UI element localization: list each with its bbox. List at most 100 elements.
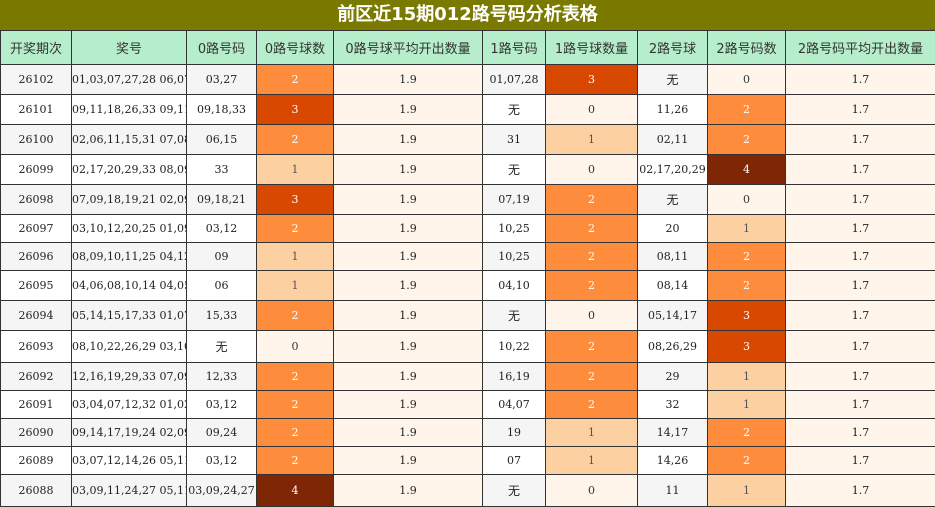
cell-route0-count: 2 xyxy=(257,419,334,447)
header-numbers: 奖号 xyxy=(72,31,187,65)
analysis-table: 开奖期次 奖号 0路号码 0路号球数 0路号球平均开出数量 1路号码 1路号球数… xyxy=(0,30,935,507)
cell-numbers: 03,10,12,20,25 01,09 xyxy=(72,215,187,243)
cell-route1-numbers: 10,25 xyxy=(483,215,546,243)
cell-route0-average: 1.9 xyxy=(334,301,483,331)
cell-numbers: 03,04,07,12,32 01,02 xyxy=(72,391,187,419)
cell-numbers: 09,11,18,26,33 09,11 xyxy=(72,95,187,125)
cell-route1-count: 2 xyxy=(546,215,638,243)
cell-numbers: 02,06,11,15,31 07,08 xyxy=(72,125,187,155)
header-route1-count: 1路号球数量 xyxy=(546,31,638,65)
cell-route1-count: 0 xyxy=(546,475,638,507)
cell-route2-count: 2 xyxy=(708,419,786,447)
cell-route1-count: 2 xyxy=(546,391,638,419)
cell-numbers: 09,14,17,19,24 02,09 xyxy=(72,419,187,447)
cell-route2-average: 1.7 xyxy=(786,215,935,243)
cell-route0-count: 1 xyxy=(257,243,334,271)
cell-route2-count: 2 xyxy=(708,125,786,155)
cell-route1-numbers: 04,07 xyxy=(483,391,546,419)
cell-route0-numbers: 09,24 xyxy=(187,419,257,447)
cell-route2-count: 2 xyxy=(708,243,786,271)
cell-numbers: 07,09,18,19,21 02,09 xyxy=(72,185,187,215)
cell-numbers: 01,03,07,27,28 06,07 xyxy=(72,65,187,95)
cell-route2-average: 1.7 xyxy=(786,95,935,125)
cell-route2-numbers: 无 xyxy=(638,65,708,95)
cell-route2-average: 1.7 xyxy=(786,125,935,155)
cell-period: 26100 xyxy=(1,125,72,155)
cell-route2-numbers: 08,14 xyxy=(638,271,708,301)
cell-route2-count: 1 xyxy=(708,363,786,391)
cell-route0-average: 1.9 xyxy=(334,447,483,475)
cell-route1-count: 2 xyxy=(546,271,638,301)
cell-route1-numbers: 07 xyxy=(483,447,546,475)
cell-route1-count: 2 xyxy=(546,185,638,215)
cell-route0-average: 1.9 xyxy=(334,185,483,215)
cell-period: 26089 xyxy=(1,447,72,475)
cell-route2-numbers: 08,11 xyxy=(638,243,708,271)
cell-period: 26099 xyxy=(1,155,72,185)
cell-route1-numbers: 01,07,28 xyxy=(483,65,546,95)
header-route2-numbers: 2路号球 xyxy=(638,31,708,65)
cell-route2-average: 1.7 xyxy=(786,155,935,185)
cell-route1-numbers: 04,10 xyxy=(483,271,546,301)
cell-period: 26101 xyxy=(1,95,72,125)
cell-route0-numbers: 09,18,21 xyxy=(187,185,257,215)
cell-route2-count: 4 xyxy=(708,155,786,185)
cell-route1-count: 2 xyxy=(546,331,638,363)
cell-route2-count: 1 xyxy=(708,215,786,243)
cell-route0-numbers: 33 xyxy=(187,155,257,185)
cell-numbers: 12,16,19,29,33 07,09 xyxy=(72,363,187,391)
cell-route0-count: 2 xyxy=(257,215,334,243)
cell-route0-numbers: 09,18,33 xyxy=(187,95,257,125)
header-row: 开奖期次 奖号 0路号码 0路号球数 0路号球平均开出数量 1路号码 1路号球数… xyxy=(1,31,935,65)
cell-route2-numbers: 11 xyxy=(638,475,708,507)
cell-period: 26096 xyxy=(1,243,72,271)
cell-period: 26102 xyxy=(1,65,72,95)
header-route0-average: 0路号球平均开出数量 xyxy=(334,31,483,65)
cell-route0-count: 2 xyxy=(257,125,334,155)
cell-route2-count: 1 xyxy=(708,391,786,419)
cell-route0-count: 3 xyxy=(257,95,334,125)
header-route2-count: 2路号码数 xyxy=(708,31,786,65)
cell-route2-count: 3 xyxy=(708,331,786,363)
cell-numbers: 02,17,20,29,33 08,09 xyxy=(72,155,187,185)
cell-route1-count: 1 xyxy=(546,125,638,155)
cell-route2-numbers: 14,17 xyxy=(638,419,708,447)
cell-route2-count: 2 xyxy=(708,271,786,301)
cell-period: 26092 xyxy=(1,363,72,391)
cell-route0-count: 2 xyxy=(257,363,334,391)
cell-route2-count: 3 xyxy=(708,301,786,331)
cell-route2-average: 1.7 xyxy=(786,363,935,391)
cell-route2-numbers: 29 xyxy=(638,363,708,391)
cell-route2-numbers: 11,26 xyxy=(638,95,708,125)
cell-route0-average: 1.9 xyxy=(334,155,483,185)
cell-route2-numbers: 20 xyxy=(638,215,708,243)
cell-numbers: 03,09,11,24,27 05,11 xyxy=(72,475,187,507)
header-route1-numbers: 1路号码 xyxy=(483,31,546,65)
cell-route2-count: 1 xyxy=(708,475,786,507)
cell-route2-numbers: 02,11 xyxy=(638,125,708,155)
cell-route0-count: 1 xyxy=(257,155,334,185)
cell-route0-count: 2 xyxy=(257,391,334,419)
cell-route0-count: 2 xyxy=(257,65,334,95)
cell-route0-average: 1.9 xyxy=(334,215,483,243)
cell-route2-numbers: 无 xyxy=(638,185,708,215)
cell-route0-numbers: 06 xyxy=(187,271,257,301)
cell-route0-average: 1.9 xyxy=(334,363,483,391)
cell-route0-numbers: 03,12 xyxy=(187,447,257,475)
cell-route0-average: 1.9 xyxy=(334,331,483,363)
cell-route1-count: 1 xyxy=(546,447,638,475)
cell-numbers: 08,09,10,11,25 04,12 xyxy=(72,243,187,271)
cell-route1-count: 2 xyxy=(546,243,638,271)
cell-route1-numbers: 31 xyxy=(483,125,546,155)
cell-period: 26098 xyxy=(1,185,72,215)
cell-route0-average: 1.9 xyxy=(334,271,483,301)
cell-route2-average: 1.7 xyxy=(786,271,935,301)
table-title: 前区近15期012路号码分析表格 xyxy=(0,0,935,30)
cell-route0-numbers: 03,12 xyxy=(187,215,257,243)
